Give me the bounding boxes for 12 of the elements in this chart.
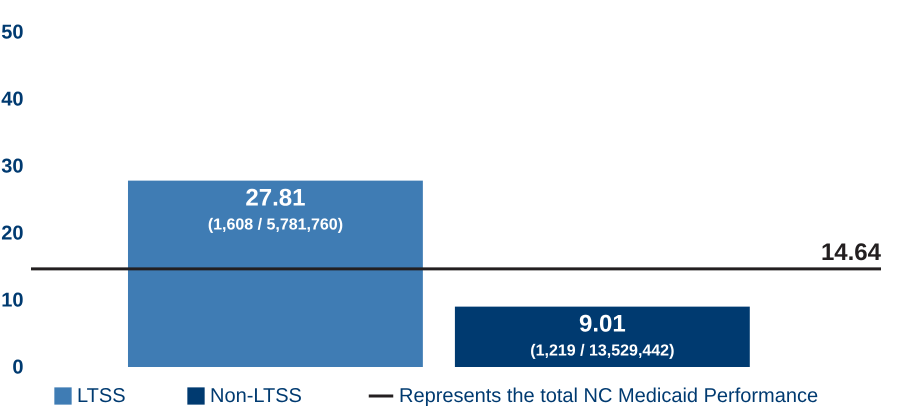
text: 27.81 (1,608 / 5,781,760) (208, 184, 344, 234)
y-tick-label: 20 (1, 222, 24, 244)
legend-label: Represents the total NC Medicaid Performance (399, 385, 818, 407)
legend-label: Non-LTSS (210, 385, 302, 407)
y-tick-label: 0 (12, 356, 24, 378)
y-tick-label: 30 (1, 156, 24, 178)
text: 9.01 (1,219 / 13,529,442) (530, 310, 674, 360)
annotation: 14.64 (820, 238, 882, 266)
y-tick-label: 10 (1, 290, 24, 312)
y-tick-label: 50 (1, 22, 24, 44)
y-tick-label: 40 (1, 88, 24, 110)
legend-label: LTSS (77, 385, 126, 407)
